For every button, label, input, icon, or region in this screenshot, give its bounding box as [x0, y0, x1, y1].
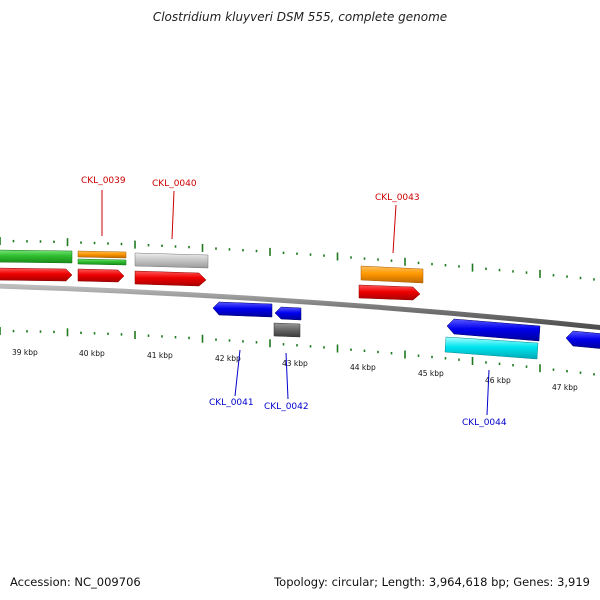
gene-arrow[interactable]: [134, 270, 207, 287]
gene-arrow[interactable]: [77, 268, 125, 283]
gene-arrow[interactable]: [274, 306, 302, 321]
forward-gene-callouts: CKL_0039 CKL_0040 CKL_0043: [81, 176, 420, 254]
gene-arrow[interactable]: [77, 258, 127, 266]
forward-features: [0, 249, 424, 301]
reverse-tick-marks: [0, 327, 595, 376]
accession-text: Accession: NC_009706: [10, 575, 141, 589]
gene-label-ckl-0040[interactable]: CKL_0040: [152, 179, 197, 189]
kbp-label: 43 kbp: [282, 359, 308, 368]
gene-arrow[interactable]: [565, 330, 600, 349]
genome-summary-text: Topology: circular; Length: 3,964,618 bp…: [274, 575, 590, 589]
gene-label-ckl-0044[interactable]: CKL_0044: [462, 418, 507, 428]
kbp-scale: 39 kbp 40 kbp 41 kbp 42 kbp 43 kbp 44 kb…: [12, 348, 578, 392]
kbp-label: 47 kbp: [552, 383, 578, 392]
kbp-label: 39 kbp: [12, 348, 38, 357]
gene-label-ckl-0042[interactable]: CKL_0042: [264, 402, 309, 412]
forward-tick-marks: [0, 237, 595, 281]
gene-arrow[interactable]: [273, 322, 301, 338]
genome-backbone: [0, 283, 600, 330]
kbp-label: 45 kbp: [418, 369, 444, 378]
gene-label-ckl-0041[interactable]: CKL_0041: [209, 398, 254, 408]
page-title: Clostridium kluyveri DSM 555, complete g…: [152, 10, 448, 24]
gene-arrow[interactable]: [444, 336, 539, 360]
gene-arrow[interactable]: [358, 284, 421, 301]
kbp-label: 42 kbp: [215, 354, 241, 363]
gene-arrow[interactable]: [134, 252, 209, 269]
gene-arrow[interactable]: [212, 301, 273, 318]
reverse-features: [212, 301, 600, 360]
gene-arrow[interactable]: [77, 250, 127, 259]
gene-label-ckl-0043[interactable]: CKL_0043: [375, 193, 420, 203]
gene-arrow[interactable]: [0, 267, 73, 282]
kbp-label: 41 kbp: [147, 351, 173, 360]
gene-arrow[interactable]: [360, 265, 424, 284]
kbp-label: 40 kbp: [79, 349, 105, 358]
gene-arrow[interactable]: [0, 249, 73, 264]
gene-arrow[interactable]: [446, 318, 541, 342]
gene-label-ckl-0039[interactable]: CKL_0039: [81, 176, 126, 186]
kbp-label: 44 kbp: [350, 363, 376, 372]
kbp-label: 46 kbp: [485, 376, 511, 385]
reverse-gene-callouts: CKL_0041 CKL_0042 CKL_0044: [209, 349, 507, 428]
